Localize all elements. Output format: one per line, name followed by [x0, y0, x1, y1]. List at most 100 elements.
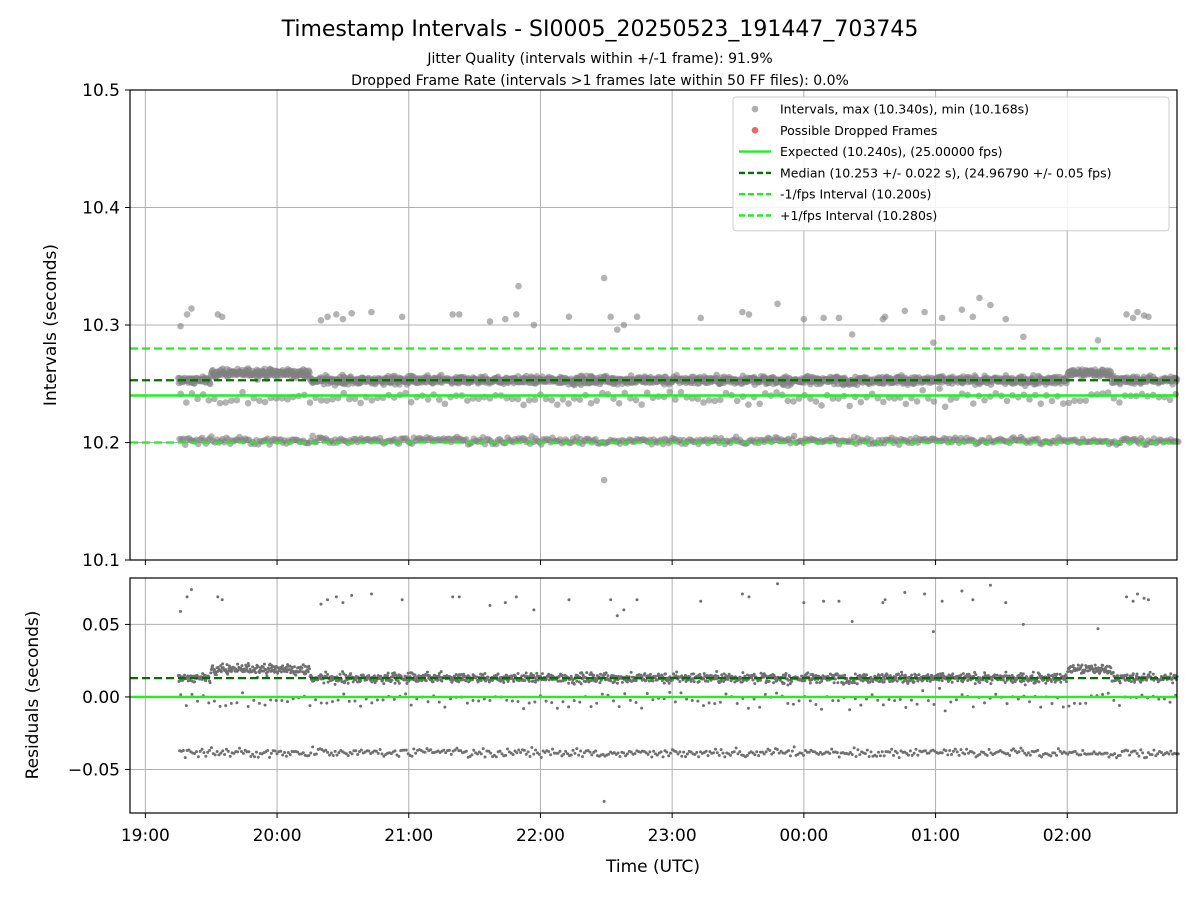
- residual-point: [296, 750, 300, 754]
- residual-point: [555, 706, 559, 710]
- residual-point: [420, 679, 424, 683]
- residual-point: [895, 751, 899, 755]
- residual-point: [963, 752, 967, 756]
- interval-point: [368, 396, 376, 404]
- residual-point: [1008, 753, 1012, 757]
- residual-point: [1044, 681, 1048, 685]
- residual-point: [330, 700, 334, 704]
- residual-point: [284, 665, 288, 669]
- residual-point: [500, 752, 504, 756]
- residual-point: [283, 751, 287, 755]
- legend-marker: [751, 127, 759, 134]
- residual-point: [264, 668, 268, 672]
- interval-point: [323, 397, 331, 404]
- residual-point: [917, 673, 921, 677]
- top-axes-frame: [129, 89, 1178, 561]
- residual-point: [206, 750, 210, 754]
- residual-point: [465, 701, 469, 705]
- residual-point: [950, 680, 954, 684]
- residual-point: [642, 677, 646, 681]
- residual-point: [880, 750, 884, 754]
- interval-point: [1145, 313, 1152, 321]
- residual-point: [307, 664, 311, 668]
- residual-point: [946, 679, 950, 683]
- residual-point: [1098, 671, 1102, 675]
- residual-point: [989, 751, 993, 755]
- residual-point: [974, 673, 978, 677]
- residual-point: [655, 678, 659, 682]
- residual-point: [337, 751, 341, 755]
- residual-point: [615, 681, 619, 685]
- legend-entry: Expected (10.240s), (25.00000 fps): [739, 144, 1002, 159]
- residual-point: [938, 686, 942, 690]
- residual-point: [204, 679, 208, 683]
- interval-point: [969, 313, 977, 321]
- residual-point: [550, 701, 554, 705]
- residual-point: [564, 749, 568, 753]
- residual-point: [479, 678, 483, 682]
- interval-point: [520, 401, 527, 409]
- residual-point: [790, 680, 794, 684]
- interval-point: [1134, 308, 1141, 316]
- residual-point: [515, 751, 519, 755]
- residual-point: [678, 750, 682, 754]
- residual-point: [797, 699, 801, 703]
- interval-point: [857, 398, 865, 406]
- y-tick-label: 10.1: [82, 551, 120, 571]
- residual-point: [954, 698, 958, 702]
- residual-point: [405, 681, 409, 685]
- residual-point: [1111, 670, 1115, 674]
- residual-point: [1139, 748, 1143, 752]
- residual-point: [211, 664, 215, 668]
- residual-point: [409, 703, 413, 707]
- residual-point: [378, 748, 382, 752]
- interval-point: [1037, 400, 1045, 407]
- interval-point: [306, 369, 313, 376]
- residual-point: [590, 753, 594, 757]
- interval-point: [705, 397, 713, 404]
- residual-point: [615, 614, 619, 618]
- x-tick-label: 01:00: [911, 826, 960, 846]
- residual-point: [790, 749, 794, 753]
- residual-point: [183, 756, 187, 760]
- interval-point: [901, 307, 909, 315]
- residual-point: [629, 750, 633, 754]
- residual-point: [444, 751, 448, 755]
- residual-point: [865, 673, 869, 677]
- residual-point: [1073, 749, 1077, 753]
- interval-point: [515, 282, 522, 290]
- residual-point: [431, 680, 435, 684]
- residual-point: [978, 752, 982, 756]
- interval-point: [531, 396, 539, 403]
- residual-point: [814, 702, 818, 706]
- interval-point: [218, 313, 226, 321]
- residual-point: [248, 667, 252, 671]
- residual-point: [850, 752, 854, 756]
- interval-point: [711, 397, 719, 405]
- interval-point: [530, 321, 538, 329]
- interval-point: [981, 396, 988, 404]
- interval-point: [739, 308, 746, 316]
- y-tick-label: 10.3: [82, 316, 120, 336]
- residual-point: [370, 701, 374, 705]
- residual-point: [414, 751, 418, 755]
- residual-point: [438, 675, 442, 679]
- residual-point: [266, 670, 270, 674]
- x-tick-label: 23:00: [648, 826, 697, 846]
- residual-point: [666, 678, 670, 682]
- interval-point: [351, 395, 359, 403]
- residual-point: [807, 750, 811, 754]
- residual-point: [272, 670, 276, 674]
- residual-point: [925, 679, 929, 683]
- residual-point: [1106, 691, 1110, 695]
- residual-point: [254, 671, 258, 675]
- residual-point: [540, 672, 544, 676]
- residual-point: [1016, 697, 1020, 701]
- residual-point: [326, 750, 330, 754]
- residual-point: [697, 755, 701, 759]
- residual-point: [888, 750, 892, 754]
- residual-point: [527, 679, 531, 683]
- residual-point: [697, 680, 701, 684]
- legend-entry: Intervals, max (10.340s), min (10.168s): [751, 102, 1029, 117]
- residual-point: [817, 752, 821, 756]
